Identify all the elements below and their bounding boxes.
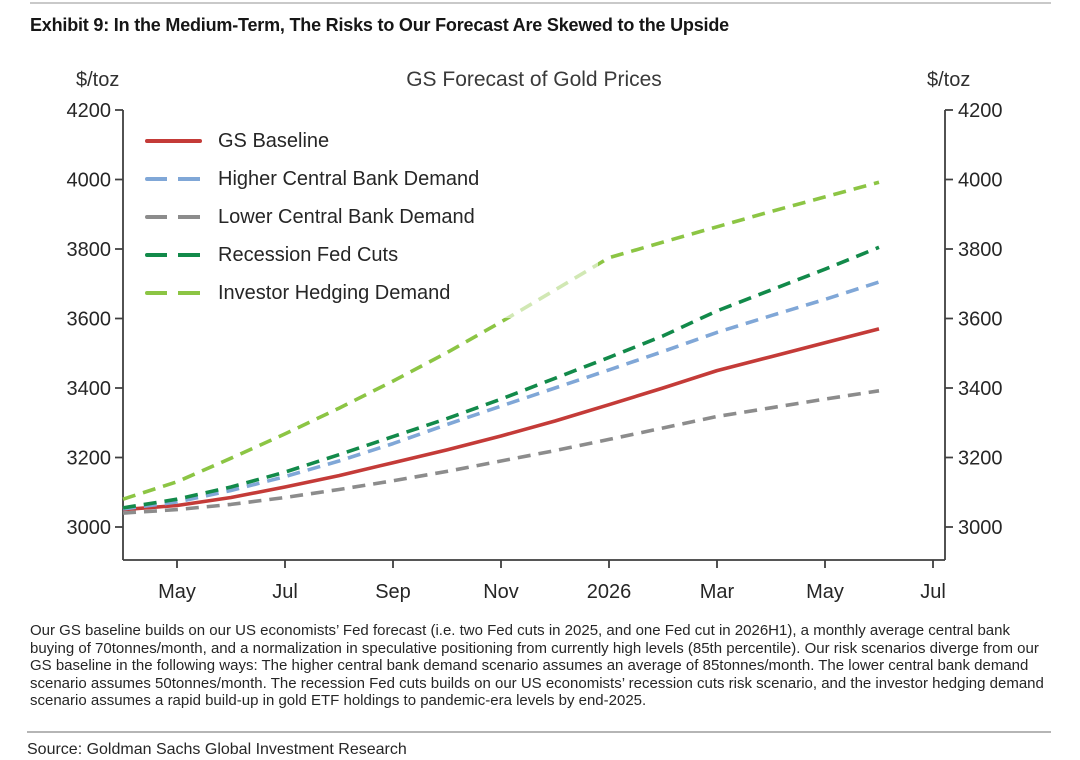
y-tick-label-left: 3800 xyxy=(67,239,112,261)
y-tick-label-left: 3200 xyxy=(67,448,112,470)
source-line: Source: Goldman Sachs Global Investment … xyxy=(27,741,407,758)
legend-label: Investor Hedging Demand xyxy=(218,281,451,304)
legend-item-recession-fed-cuts: Recession Fed Cuts xyxy=(145,236,598,274)
y-tick-label-left: 3000 xyxy=(67,517,112,539)
y-tick-label-left: 4200 xyxy=(67,100,112,122)
x-tick-label: Nov xyxy=(483,581,519,603)
y-tick-label-left: 3600 xyxy=(67,309,112,331)
x-tick-label: Jul xyxy=(920,581,946,603)
legend-item-gs-baseline: GS Baseline xyxy=(145,122,598,160)
y-tick-label-right: 3800 xyxy=(958,239,1003,261)
legend-label: Lower Central Bank Demand xyxy=(218,205,475,228)
y-tick-label-right: 4200 xyxy=(958,100,1003,122)
footnote: Our GS baseline builds on our US economi… xyxy=(30,622,1044,709)
x-tick-label: May xyxy=(806,581,844,603)
chart-title: GS Forecast of Gold Prices xyxy=(406,68,662,91)
legend-line-swatch xyxy=(145,253,202,257)
series-line-gs-baseline xyxy=(122,327,880,512)
legend-line-swatch xyxy=(145,215,202,219)
legend-item-investor-hedging-demand: Investor Hedging Demand xyxy=(145,274,598,312)
legend-item-higher-central-bank-demand: Higher Central Bank Demand xyxy=(145,160,598,198)
y-tick-label-right: 3000 xyxy=(958,517,1003,539)
series-line-lower-central-bank-demand xyxy=(122,389,880,515)
chart-legend: GS Baseline Higher Central Bank Demand Low… xyxy=(133,113,598,318)
top-rule xyxy=(30,2,1051,4)
bottom-rule xyxy=(27,731,1051,733)
y-tick-label-right: 4000 xyxy=(958,170,1003,192)
legend-label: Recession Fed Cuts xyxy=(218,243,399,266)
y-tick-label-right: 3400 xyxy=(958,378,1003,400)
x-tick-label: Sep xyxy=(375,581,411,603)
legend-label: GS Baseline xyxy=(218,129,330,152)
x-tick-label: Mar xyxy=(700,581,735,603)
legend-line-swatch xyxy=(145,177,202,181)
legend-line-swatch xyxy=(145,139,202,143)
y-axis-unit-left: $/toz xyxy=(76,69,120,91)
x-tick-label: 2026 xyxy=(587,581,632,603)
y-tick-label-left: 4000 xyxy=(67,170,112,192)
y-tick-label-right: 3600 xyxy=(958,309,1003,331)
legend-label: Higher Central Bank Demand xyxy=(218,167,480,190)
y-tick-label-right: 3200 xyxy=(958,448,1003,470)
y-axis-unit-right: $/toz xyxy=(927,69,971,91)
legend-line-swatch xyxy=(145,291,202,295)
x-tick-label: May xyxy=(158,581,196,603)
exhibit-title: Exhibit 9: In the Medium-Term, The Risks… xyxy=(30,15,729,35)
x-tick-label: Jul xyxy=(272,581,298,603)
legend-item-lower-central-bank-demand: Lower Central Bank Demand xyxy=(145,198,598,236)
y-tick-label-left: 3400 xyxy=(67,378,112,400)
